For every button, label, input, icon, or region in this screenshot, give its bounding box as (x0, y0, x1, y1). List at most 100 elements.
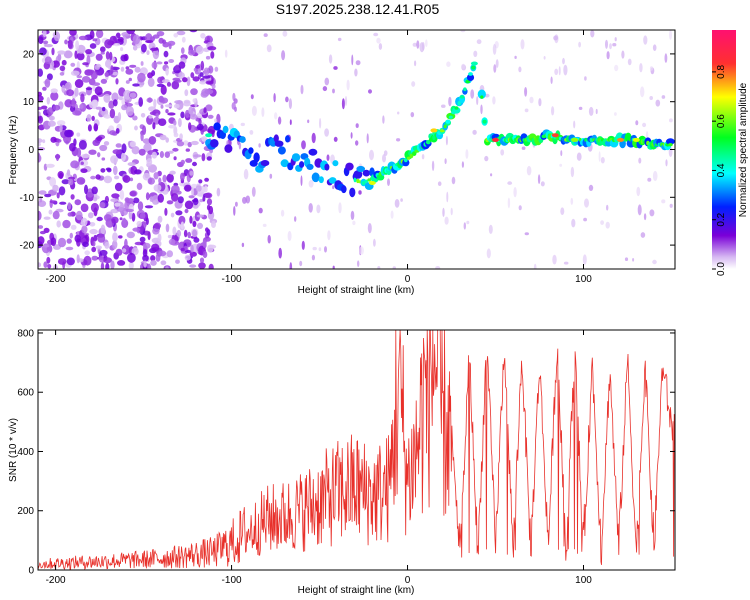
spectrogram-cell (187, 141, 192, 148)
spectrogram-cell (115, 143, 122, 148)
spectrogram-cell (184, 89, 189, 97)
spectrogram-cell (200, 33, 206, 39)
spectrogram-cell (128, 77, 132, 82)
spectrogram-cell (76, 75, 83, 79)
spectrogram-cell (571, 218, 576, 228)
spectrogram-cell (640, 86, 645, 98)
page-title: S197.2025.238.12.41.R05 (275, 1, 440, 17)
spectrogram-cell (151, 61, 158, 69)
spectrogram-cell (50, 91, 59, 101)
spectrogram-cell (101, 157, 106, 161)
spectrogram-cell (213, 122, 221, 131)
spectrogram-cell (463, 222, 466, 230)
spectrogram-cell (121, 152, 126, 162)
spectrogram-cell (162, 174, 167, 183)
spectrogram-cell (100, 224, 106, 235)
spectrogram-cell (114, 175, 120, 180)
spectrogram-cell (125, 208, 134, 213)
spectrogram-cell (189, 264, 197, 268)
spectrogram-cell (59, 201, 67, 205)
spectrogram-cell (118, 95, 123, 101)
spectrogram-cell (480, 95, 484, 99)
spectrogram-cell (578, 41, 581, 48)
spectrogram-cell (112, 71, 119, 76)
spectrogram-cell (583, 217, 587, 222)
spectrogram-cell (448, 115, 453, 119)
spectrogram-cell (96, 136, 103, 142)
spectrogram-cell (299, 161, 305, 168)
spectrogram-cell (153, 98, 157, 109)
spectrogram-cell (46, 97, 50, 105)
spectrogram-cell (307, 119, 310, 124)
spectrogram-cell (664, 53, 668, 63)
spectrogram-cell (643, 213, 647, 221)
spectrogram-cell (192, 76, 200, 82)
spectrogram-cell (43, 261, 48, 269)
colorbar-tick-label: 0.8 (716, 64, 727, 78)
spectrogram-cell (576, 152, 582, 161)
spectrogram-cell (132, 83, 140, 87)
spectrogram-cell (180, 247, 185, 252)
spectrogram-cell (183, 140, 189, 146)
spectrogram-cell (224, 49, 228, 58)
spectrogram-cell (38, 106, 43, 111)
spectrogram-cell (76, 177, 86, 185)
spectrogram-cell (605, 221, 610, 229)
spectrogram-cell (180, 159, 185, 165)
spectrogram-cell (446, 61, 451, 67)
spectrogram-cell (468, 72, 473, 76)
spectrogram-cell (64, 82, 70, 90)
spectrogram-cell (38, 68, 43, 77)
spectrogram-cell (199, 199, 204, 203)
spectrogram-cell (180, 111, 185, 119)
spectrogram-cell (178, 215, 186, 225)
spectrogram-cell (291, 153, 301, 162)
spectrogram-cell (93, 234, 98, 242)
spectrogram-cell (112, 232, 118, 242)
spectrogram-cell (167, 234, 173, 239)
spectrogram-cell (81, 76, 91, 83)
spectrogram-cell (92, 85, 96, 92)
spectrogram-cell (81, 153, 90, 159)
spectrogram-cell (165, 223, 170, 233)
spectrogram-cell (85, 49, 93, 55)
spectrogram-cell (492, 43, 497, 55)
spectrogram-cell (134, 125, 138, 131)
spectrogram-x-tick-label: 100 (575, 274, 592, 285)
spectrogram-cell (241, 242, 245, 248)
spectrogram-cell (383, 150, 388, 156)
spectrogram-cell (187, 231, 191, 239)
spectrogram-cell (113, 165, 118, 176)
spectrogram-cell (200, 60, 205, 71)
spectrogram-cell (44, 78, 51, 88)
spectrogram-cell (445, 119, 451, 124)
spectrogram-cell (132, 45, 138, 51)
spectrogram-cell (65, 246, 74, 251)
spectrogram-cell (152, 200, 157, 205)
spectrogram-cell (115, 248, 123, 256)
spectrogram-cell (132, 115, 138, 121)
spectrogram-cell (240, 122, 245, 127)
spectrogram-cell (349, 187, 356, 198)
spectrogram-cell (299, 260, 303, 267)
spectrogram-cell (156, 83, 165, 88)
spectrogram-cell (74, 50, 78, 59)
spectrogram-cell (312, 246, 317, 251)
spectrogram-hotspot (205, 133, 213, 138)
spectrogram-cell (56, 138, 62, 143)
spectrogram-cell (184, 250, 193, 253)
spectrogram-cell (274, 140, 284, 147)
spectrogram-cell (175, 259, 180, 264)
spectrogram-cell (47, 120, 56, 127)
spectrogram-cell (110, 65, 114, 75)
spectrogram-cell (59, 65, 66, 72)
spectrogram-cell (80, 93, 85, 103)
spectrogram-cell (131, 146, 140, 155)
colorbar-gradient (712, 30, 736, 269)
spectrogram-cell (164, 207, 168, 216)
spectrogram-cell (90, 175, 96, 180)
spectrogram-cell (520, 39, 525, 50)
spectrogram-cells (38, 30, 675, 269)
spectrogram-cell (195, 65, 201, 69)
